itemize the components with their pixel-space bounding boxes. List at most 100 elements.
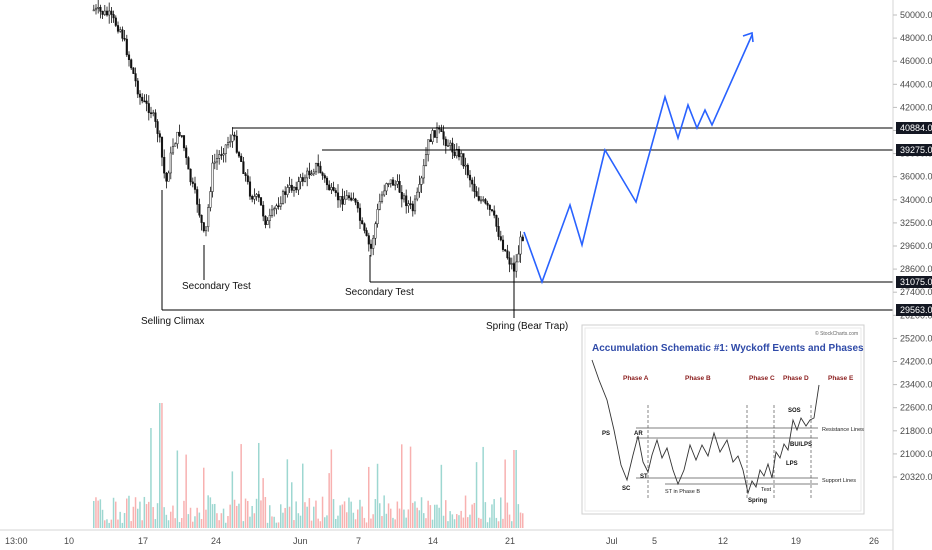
candle-body <box>400 192 403 200</box>
volume-bar <box>211 504 214 528</box>
volume-bar <box>187 514 190 528</box>
volume-bar <box>97 500 99 528</box>
candle-body <box>167 172 170 182</box>
candle-body <box>169 152 172 174</box>
volume-bar <box>126 498 128 528</box>
volume-bar <box>262 478 264 528</box>
candle-body <box>275 205 278 209</box>
candle-body <box>517 253 520 263</box>
time-axis-label: 5 <box>652 536 657 546</box>
volume-bar <box>396 501 399 528</box>
candle-body <box>314 162 318 173</box>
volume-bar <box>359 499 361 528</box>
candle-body <box>196 189 199 205</box>
inset-event-ar: AR <box>634 431 643 437</box>
volume-bar <box>398 508 401 528</box>
volume-bar <box>231 471 234 528</box>
price-axis[interactable]: 50000.048000.046000.044000.042000.040000… <box>892 0 932 550</box>
volume-bar <box>194 516 196 528</box>
annotation-secondary-test-2: Secondary Test <box>345 287 414 298</box>
price-axis-label: 24200.0 <box>900 357 932 367</box>
candle-body <box>160 136 164 158</box>
candle-body <box>369 243 373 249</box>
candle-body <box>411 203 414 212</box>
candle-body <box>457 149 461 158</box>
volume-bar <box>467 517 469 528</box>
candle-body <box>402 195 406 200</box>
candle-body <box>174 143 177 147</box>
candle-body <box>339 196 342 201</box>
candle-body <box>189 168 192 183</box>
volume-bar <box>471 504 473 528</box>
candle-body <box>191 181 194 184</box>
candle-body <box>431 130 434 142</box>
volume-bar <box>456 514 458 528</box>
volume-bar <box>475 462 478 528</box>
candle-body <box>383 190 386 196</box>
candle-body <box>306 170 309 179</box>
inset-phase-b: Phase B <box>685 375 711 382</box>
volume-bar <box>508 514 511 528</box>
volume-bar <box>372 514 374 528</box>
volume-bar <box>445 500 447 528</box>
price-tag-31075: 31075.0 <box>896 276 932 288</box>
candle-body <box>319 165 322 174</box>
candle-body <box>321 172 324 176</box>
volume-bar <box>167 520 170 528</box>
volume-bar <box>284 507 286 528</box>
candle-body <box>233 134 236 137</box>
time-axis-label: 17 <box>138 536 148 546</box>
candle-body <box>253 196 256 200</box>
volume-bar <box>394 519 396 528</box>
candle-body <box>121 29 124 39</box>
volume-bar <box>225 522 227 528</box>
volume-bar <box>469 514 471 528</box>
candle-body <box>336 192 340 201</box>
price-axis-label: 48000.0 <box>900 33 932 43</box>
volume-bar <box>416 507 418 528</box>
volume-bar <box>269 505 271 528</box>
volume-bar <box>354 519 357 528</box>
volume-bar <box>233 499 236 528</box>
volume-bar <box>181 518 183 528</box>
candle-body <box>350 197 353 201</box>
volume-bar <box>478 517 480 528</box>
volume-bar <box>156 503 159 528</box>
inset-phase-a: Phase A <box>623 375 649 382</box>
volume-bar <box>161 403 163 528</box>
volume-bar <box>302 463 304 528</box>
candle-body <box>229 141 232 143</box>
candle-body <box>323 175 326 179</box>
volume-bar <box>141 520 143 528</box>
candle-body <box>204 226 208 232</box>
candle-body <box>149 112 153 114</box>
volume-bar <box>407 509 410 528</box>
candle-body <box>237 152 241 157</box>
candle-body <box>444 138 447 146</box>
volume-bar <box>222 508 225 528</box>
candle-body <box>429 139 432 142</box>
inset-event-bu-lps: BU/LPS <box>790 442 812 448</box>
volume-bar <box>106 519 108 528</box>
price-axis-label: 25200.0 <box>900 333 932 343</box>
time-axis-label: 24 <box>211 536 221 546</box>
volume-bar <box>176 450 179 528</box>
time-axis[interactable]: 13:00 10 17 24 Jun 7 14 21 Jul 5 12 19 26 <box>0 529 893 546</box>
volume-bar <box>308 498 311 528</box>
candle-body <box>277 205 280 207</box>
inset-event-st: ST <box>640 474 648 480</box>
candle-body <box>515 261 518 272</box>
volume-bar <box>115 501 117 528</box>
volume-bar <box>495 517 498 528</box>
candle-body <box>488 204 491 210</box>
volume-bar <box>117 519 119 528</box>
volume-bar <box>317 518 319 528</box>
candle-body <box>154 112 157 122</box>
candle-body <box>345 195 348 200</box>
volume-bar <box>273 516 275 528</box>
candle-body <box>460 153 463 158</box>
candle-body <box>453 151 456 157</box>
volume-bar <box>449 511 451 528</box>
candle-body <box>308 170 311 176</box>
